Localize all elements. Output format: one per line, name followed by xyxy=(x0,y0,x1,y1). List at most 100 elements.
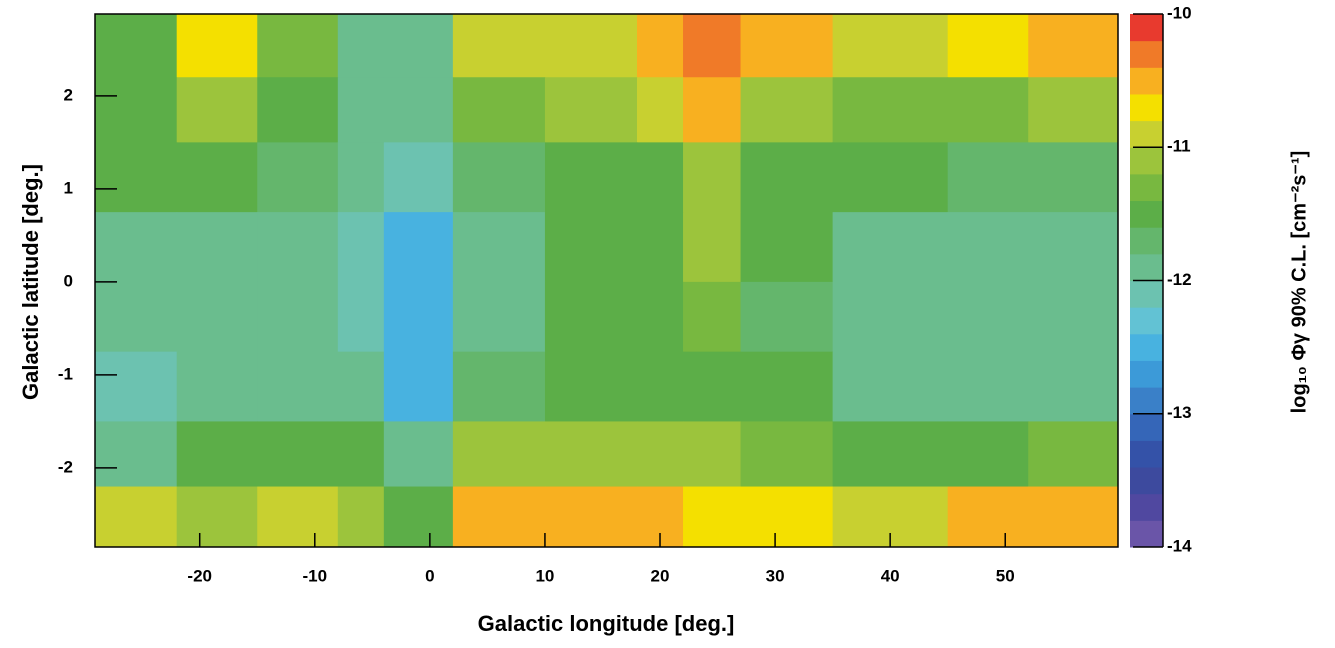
colorbar-tick-label: -14 xyxy=(1167,536,1192,555)
heatmap-cell xyxy=(636,281,684,353)
x-tick-label: 0 xyxy=(425,566,434,585)
colorbar-title: log₁₀ Φγ 90% C.L. [cm⁻²s⁻¹] xyxy=(1288,151,1310,414)
heatmap-cell xyxy=(544,281,638,353)
heatmap-cell xyxy=(1028,281,1119,353)
heatmap-cell xyxy=(740,281,834,353)
heatmap-cell xyxy=(947,77,1029,143)
x-tick-label: -20 xyxy=(187,566,212,585)
heatmap-cell xyxy=(740,14,834,78)
x-tick-label: 10 xyxy=(535,566,554,585)
colorbar-swatch xyxy=(1130,467,1163,495)
heatmap-cell xyxy=(257,14,339,78)
colorbar-swatch xyxy=(1130,493,1163,521)
heatmap-cell xyxy=(383,14,454,78)
heatmap-cell xyxy=(544,486,638,548)
heatmap-cell xyxy=(452,14,546,78)
heatmap-cell xyxy=(832,142,949,213)
heatmap-cell xyxy=(1028,212,1119,283)
colorbar-swatch xyxy=(1130,173,1163,202)
colorbar-tick-label: -12 xyxy=(1167,270,1192,289)
heatmap-cell xyxy=(947,142,1029,213)
heatmap-cell xyxy=(740,421,834,488)
colorbar-swatch xyxy=(1130,40,1163,68)
colorbar-swatch xyxy=(1130,67,1163,95)
heatmap-cell xyxy=(832,421,949,488)
colorbar-tick-label: -11 xyxy=(1167,137,1191,156)
colorbar-tick-label: -13 xyxy=(1167,403,1192,422)
heatmap-cell xyxy=(636,212,684,283)
heatmap-cell xyxy=(1028,142,1119,213)
heatmap-cell xyxy=(683,212,742,283)
plot-frame xyxy=(94,13,1119,548)
heatmap-cell xyxy=(544,421,638,488)
heatmap-cell xyxy=(683,351,742,422)
heatmap-cell xyxy=(452,351,546,422)
heatmap-cell xyxy=(337,142,385,213)
colorbar-swatch xyxy=(1130,413,1163,441)
heatmap-cell xyxy=(337,351,385,422)
heatmap-cell xyxy=(337,14,385,78)
x-tick-label: 30 xyxy=(766,566,785,585)
colorbar-tick-label: -10 xyxy=(1167,3,1192,22)
heatmap-cell xyxy=(544,14,638,78)
heatmap-cell xyxy=(383,281,454,353)
heatmap-cell xyxy=(544,142,638,213)
heatmap-cell xyxy=(176,421,258,488)
heatmap-cell xyxy=(337,281,385,353)
y-tick-label: -2 xyxy=(58,457,73,476)
y-tick-label: 1 xyxy=(64,178,73,197)
colorbar-swatch xyxy=(1130,14,1163,42)
heatmap-cell xyxy=(257,281,339,353)
heatmap-cell xyxy=(176,486,258,548)
colorbar-swatch xyxy=(1130,120,1163,148)
heatmap-cell xyxy=(636,77,684,143)
heatmap-cell xyxy=(95,351,178,422)
heatmap-cell xyxy=(740,351,834,422)
heatmap-cell xyxy=(636,142,684,213)
heatmap-cell xyxy=(95,142,178,213)
heatmap-cell xyxy=(740,142,834,213)
heatmap-cell xyxy=(383,421,454,488)
x-axis-title: Galactic longitude [deg.] xyxy=(478,611,735,636)
heatmap-cell xyxy=(257,142,339,213)
heatmap-cell xyxy=(452,281,546,353)
heatmap-cell xyxy=(383,351,454,422)
heatmap-cell xyxy=(947,351,1029,422)
heatmap-cell xyxy=(176,77,258,143)
y-tick-label: 0 xyxy=(64,271,73,290)
heatmap-cell xyxy=(383,212,454,283)
heatmap-cell xyxy=(544,351,638,422)
heatmap-cell xyxy=(1028,77,1119,143)
heatmap-cell xyxy=(452,421,546,488)
heatmap-cell xyxy=(832,77,949,143)
heatmap-cell xyxy=(1028,486,1119,548)
heatmap-cell xyxy=(947,14,1029,78)
heatmap-cell xyxy=(683,77,742,143)
colorbar-swatch xyxy=(1130,147,1163,175)
heatmap-cell xyxy=(257,212,339,283)
heatmap-cell xyxy=(740,212,834,283)
heatmap-cell xyxy=(383,142,454,213)
heatmap-cell xyxy=(383,486,454,548)
heatmap-cell xyxy=(683,142,742,213)
heatmap-cell xyxy=(740,486,834,548)
x-tick-label: 40 xyxy=(881,566,900,585)
heatmap-cell xyxy=(95,421,178,488)
y-tick-label: 2 xyxy=(64,85,73,104)
heatmap-cell xyxy=(683,14,742,78)
heatmap-cell xyxy=(257,351,339,422)
heatmap-cell xyxy=(947,212,1029,283)
heatmap-cell xyxy=(832,281,949,353)
heatmap-cell xyxy=(452,212,546,283)
y-axis-title: Galactic latitude [deg.] xyxy=(18,164,43,400)
colorbar-swatch xyxy=(1130,200,1163,228)
y-tick-label: -1 xyxy=(58,364,73,383)
heatmap-cell xyxy=(1028,421,1119,488)
colorbar-swatch xyxy=(1130,333,1163,361)
heatmap-cell xyxy=(176,351,258,422)
colorbar-swatch xyxy=(1130,280,1163,308)
heatmap-cell xyxy=(176,281,258,353)
heatmap-cell xyxy=(832,351,949,422)
colorbar-swatch xyxy=(1130,227,1163,255)
